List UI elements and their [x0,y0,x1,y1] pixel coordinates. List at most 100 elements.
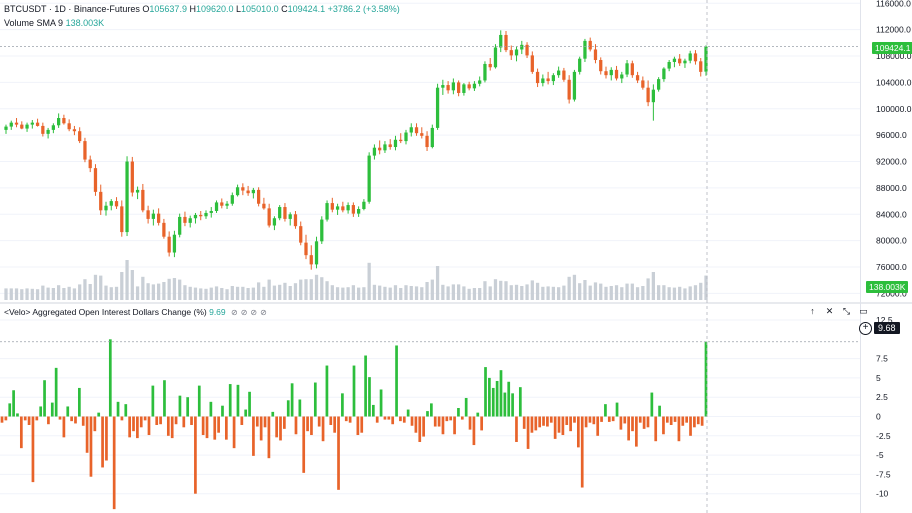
volume-bar [220,288,224,300]
volume-bar [546,286,550,300]
candle-body [493,47,498,68]
candle-body [357,209,361,214]
indicator-bar [240,416,244,425]
indicator-bar [190,416,193,425]
indicator-bar [174,416,178,425]
volume-bar [488,286,492,300]
candle-body [14,122,19,125]
indicator-bar [333,416,337,433]
candle-body [504,34,508,51]
indicator-bar [232,416,236,449]
indicator-bar [27,416,31,425]
more-icon[interactable]: ⊘ [260,308,267,317]
indicator-bar [124,404,128,417]
volume-bar [172,278,177,300]
maximize-pane-button[interactable]: ▭ [859,306,868,316]
candle-body [220,202,224,206]
volume-bar [83,279,87,300]
indicator-bar [654,416,658,442]
eye-icon[interactable]: ⊘ [231,308,238,317]
indicator-bar [441,416,445,435]
indicator-bar [464,397,468,417]
indicator-bar [19,416,23,449]
candle-body [635,75,640,81]
candle-body [372,147,377,156]
volume-bar [330,285,334,300]
candle-body [167,236,171,253]
move-up-button[interactable]: ↑ [810,306,815,316]
indicator-axis-label: 0 [876,412,881,422]
indicator-bar [573,416,576,423]
indicator-bar [325,365,329,417]
volume-bar [446,286,450,300]
indicator-bar [360,416,364,433]
candle-body [404,132,408,142]
candle-body [88,159,92,169]
volume-bar [14,288,19,300]
indicator-bar [170,416,174,439]
indicator-bar [244,409,248,417]
volume-sma-label[interactable]: Volume SMA 9 [4,18,64,28]
volume-bar [67,286,71,300]
volume-bar [572,274,577,300]
indicator-bar [650,392,654,417]
volume-bar [388,287,392,300]
indicator-bar [66,406,70,417]
volume-bar [351,285,355,300]
candle-body [620,74,624,79]
indicator-bar [221,405,224,417]
candle-body [609,69,613,76]
price-axis-label: 96000.0 [876,130,907,140]
volume-bar [620,287,624,300]
candle-body [214,202,219,211]
indicator-title[interactable]: <Velo> Aggregated Open Interest Dollars … [4,307,207,317]
candle-body [41,125,45,134]
indicator-bar [252,416,255,456]
indicator-bar [418,416,422,442]
indicator-bar [689,416,692,436]
settings-icon[interactable]: ⊘ [240,308,248,317]
indicator-bar [352,365,356,417]
volume-bar [230,286,234,300]
close-icon[interactable]: ⊘ [250,308,258,317]
indicator-bar [402,416,406,423]
indicator-bar [503,392,507,417]
candle-body [157,213,161,223]
volume-bar [88,284,92,300]
indicator-bar [383,416,387,420]
candle-body [488,63,492,68]
volume-bar [51,288,55,300]
symbol-title[interactable]: BTCUSDT · 1D · Binance-Futures [4,4,140,14]
indicator-bar [290,383,294,417]
candle-body [562,70,566,80]
indicator-bar [685,416,689,423]
candle-body [520,44,524,50]
close-pane-button[interactable]: ✕ [825,306,834,316]
plus-icon[interactable]: + [859,322,872,335]
volume-bar [662,285,666,300]
candle-body [409,127,413,133]
indicator-bar [313,382,317,417]
collapse-pane-button[interactable]: ⤡ [842,306,851,316]
candle-body [246,190,250,194]
candle-body [467,84,471,89]
volume-bar [567,276,571,300]
volume-bar [483,281,487,300]
candle-body [183,216,187,223]
volume-bar [678,286,682,300]
volume-bar [414,286,419,300]
indicator-bar [186,397,190,417]
indicator-axis-label: 2.5 [876,392,888,402]
indicator-bar [50,402,54,417]
candle-body [30,122,34,125]
indicator-bar [584,416,588,428]
indicator-bar [43,380,46,417]
candle-body [299,226,303,243]
candle-body [51,125,55,130]
volume-bar [467,288,471,300]
pane-controls: ↑ ✕ ⤡ ▭ [804,306,872,317]
volume-bar [235,286,240,300]
candle-body [199,214,203,217]
candle-body [378,147,382,151]
